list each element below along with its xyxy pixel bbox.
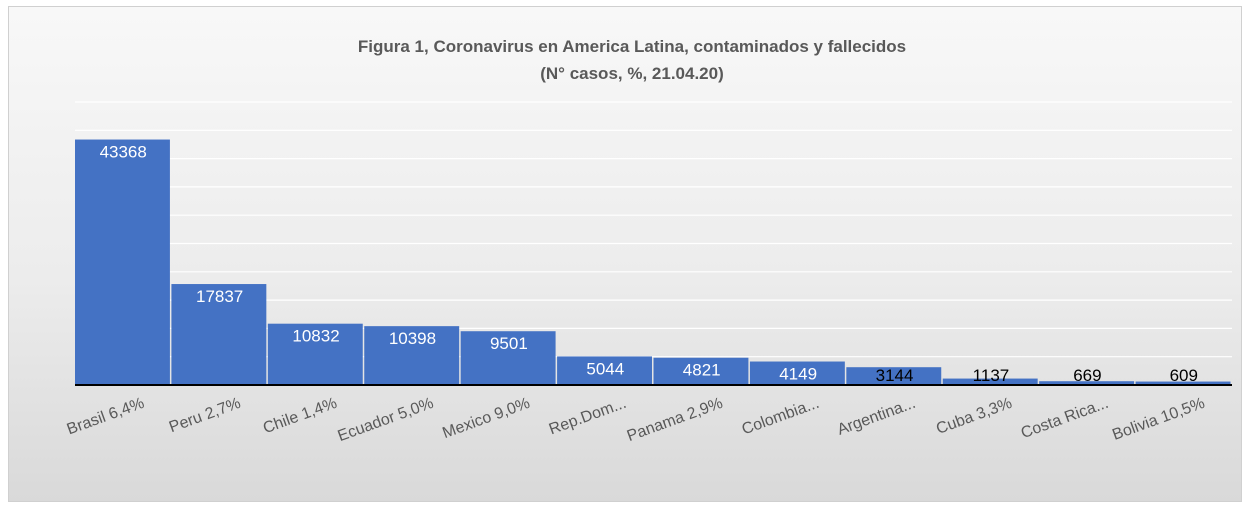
bar: [460, 331, 556, 385]
category-label: Bolivia 10,5%: [1110, 395, 1207, 444]
data-label: 10398: [389, 329, 436, 348]
category-label: Costa Rica...: [1019, 395, 1111, 442]
data-label: 4821: [683, 361, 721, 380]
data-label: 43368: [100, 143, 147, 162]
chart-title: Figura 1, Coronavirus en America Latina,…: [358, 37, 906, 56]
category-labels: Brasil 6,4% Peru 2,7% Chile 1,4%Ecuador 5,…: [65, 395, 1207, 445]
bar: [653, 357, 749, 385]
bars: [75, 139, 1231, 385]
chart-subtitle: (N° casos, %, 21.04.20): [540, 64, 724, 83]
bar: [1135, 381, 1231, 385]
bar: [557, 356, 652, 385]
bar: [364, 326, 460, 385]
category-label: Chile 1,4%: [261, 395, 340, 437]
category-label: Rep.Dom...: [547, 395, 629, 439]
bar: [1039, 381, 1135, 385]
category-label: Peru 2,7%: [167, 395, 243, 437]
bar: [942, 378, 1038, 385]
bar: [75, 139, 170, 385]
category-label: Colombia...: [740, 395, 822, 439]
bar: [846, 367, 942, 385]
data-label: 4149: [779, 365, 817, 384]
data-label: 3144: [876, 366, 914, 385]
category-label: Cuba 3,3%: [934, 395, 1014, 438]
data-label: 609: [1170, 366, 1198, 385]
chart-frame: [8, 6, 1242, 502]
data-label: 669: [1073, 366, 1101, 385]
category-label: Ecuador 5,0%: [336, 395, 436, 445]
bar: [749, 361, 845, 385]
data-label: 1137: [973, 366, 1010, 385]
category-label: Brasil 6,4%: [65, 395, 147, 439]
data-labels: 43368 17837 10832 10398 9501 5044 4821 4149 3144…: [100, 143, 1198, 385]
category-label: Panama 2,9%: [625, 395, 725, 445]
data-label: 10832: [292, 327, 339, 346]
category-label: Mexico 9,0%: [440, 395, 532, 442]
data-label: 9501: [490, 334, 528, 353]
data-label: 5044: [586, 359, 624, 378]
category-label: Argentina...: [835, 395, 918, 439]
bar: [267, 323, 363, 385]
data-label: 17837: [196, 287, 243, 306]
bar: [171, 284, 267, 385]
